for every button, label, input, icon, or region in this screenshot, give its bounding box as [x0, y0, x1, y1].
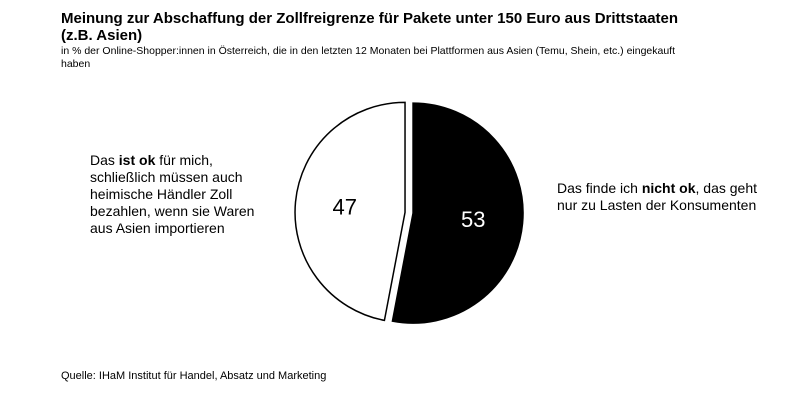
legend-label-ok-post: für mich, schließlich müssen auch heimis… [90, 152, 255, 236]
legend-label-not-ok-bold: nicht ok [641, 180, 696, 196]
chart-title: Meinung zur Abschaffung der Zollfreigren… [61, 10, 679, 44]
legend-label-ok-pre: Das [90, 152, 119, 168]
legend-label-not-ok-post: , das geht nur zu Lasten der Konsumenten [557, 180, 757, 213]
chart-subtitle: in % der Online-Shopper:innen in Österre… [61, 45, 676, 70]
legend-label-not-ok: Das finde ich nicht ok, das geht nur zu … [557, 180, 757, 214]
legend-label-not-ok-pre: Das finde ich [557, 180, 642, 196]
pie-slice-not-ok-value-label: 53 [461, 207, 485, 232]
pie-slice-not-ok [391, 102, 524, 324]
pie-slice-ok [294, 101, 406, 322]
legend-label-ok-bold: ist ok [118, 152, 156, 168]
legend-label-ok: Das ist ok für mich, schließlich müssen … [90, 152, 270, 237]
source-note: Quelle: IHaM Institut für Handel, Absatz… [61, 370, 327, 382]
pie-slice-ok-value-label: 47 [333, 195, 357, 220]
